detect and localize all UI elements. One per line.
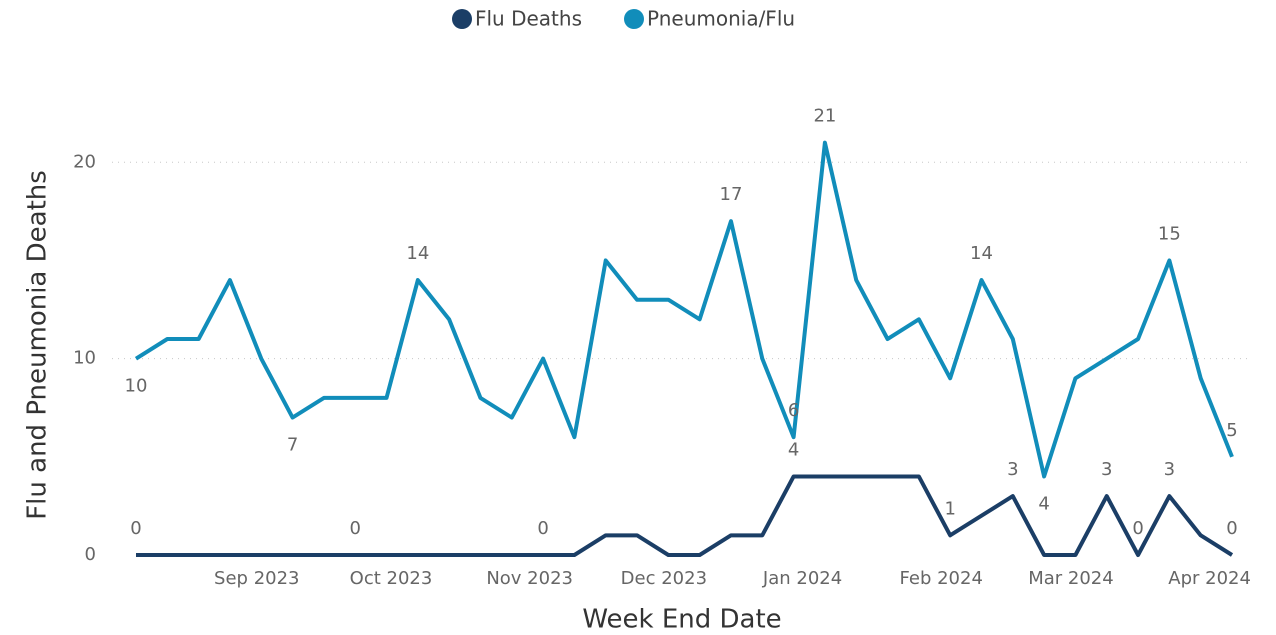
data-label: 15 [1158, 223, 1181, 244]
data-label: 17 [720, 184, 743, 205]
data-label: 6 [788, 400, 799, 421]
x-tick-label: Jan 2024 [762, 568, 842, 589]
series-line [134, 140, 1234, 479]
x-tick-label: Dec 2023 [621, 568, 707, 589]
y-tick-label: 10 [73, 348, 96, 369]
x-tick-label: Mar 2024 [1028, 568, 1114, 589]
data-label: 0 [1226, 518, 1237, 539]
x-axis-title: Week End Date [582, 605, 781, 635]
x-tick-label: Apr 2024 [1168, 568, 1251, 589]
legend-label: Flu Deaths [475, 7, 582, 31]
data-label: 0 [130, 518, 141, 539]
y-tick-label: 20 [73, 151, 96, 172]
data-label: 4 [1038, 493, 1049, 514]
x-tick-label: Feb 2024 [900, 568, 983, 589]
y-axis-title: Flu and Pneumonia Deaths [23, 170, 53, 520]
data-label: 0 [349, 518, 360, 539]
data-label: 3 [1007, 459, 1018, 480]
data-label: 3 [1101, 459, 1112, 480]
data-label: 21 [813, 106, 836, 127]
x-tick-label: Sep 2023 [214, 568, 299, 589]
data-label: 14 [406, 243, 429, 264]
data-label: 5 [1226, 420, 1237, 441]
legend-marker [452, 9, 472, 29]
data-label: 3 [1164, 459, 1175, 480]
data-label: 7 [287, 435, 298, 456]
y-tick-label: 0 [85, 544, 96, 565]
data-label: 0 [537, 518, 548, 539]
series-line [136, 474, 1234, 557]
data-label: 1 [944, 498, 955, 519]
data-label: 0 [1132, 518, 1143, 539]
x-tick-label: Nov 2023 [486, 568, 573, 589]
data-label: 10 [125, 376, 148, 397]
legend-marker [624, 9, 644, 29]
legend-label: Pneumonia/Flu [647, 7, 795, 31]
data-label: 14 [970, 243, 993, 264]
x-tick-label: Oct 2023 [350, 568, 433, 589]
data-label: 4 [788, 439, 799, 460]
